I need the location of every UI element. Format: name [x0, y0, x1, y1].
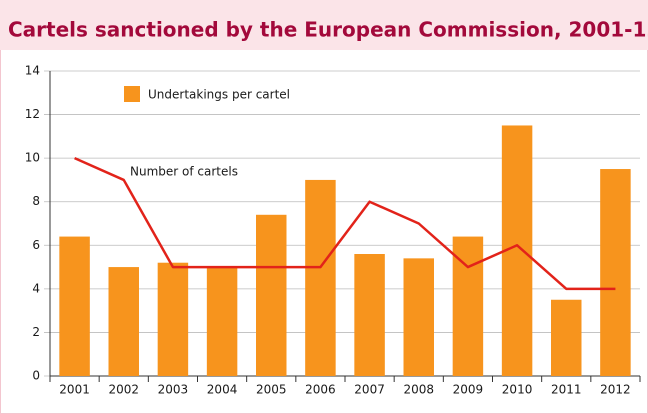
x-tick-label: 2005	[256, 383, 287, 397]
x-tick-label: 2006	[305, 383, 336, 397]
x-tick-label: 2009	[453, 383, 484, 397]
x-tick-label: 2002	[108, 383, 139, 397]
x-tick-label: 2008	[403, 383, 434, 397]
line-label: Number of cartels	[130, 165, 238, 179]
x-tick-label: 2011	[551, 383, 582, 397]
y-tick-label: 6	[32, 238, 40, 252]
legend-swatch	[124, 86, 140, 102]
legend-label: Undertakings per cartel	[148, 88, 290, 102]
bar	[354, 254, 385, 376]
x-tick-label: 2007	[354, 383, 385, 397]
bar	[305, 179, 336, 376]
bar	[600, 169, 631, 376]
bar	[206, 267, 238, 376]
y-tick-label: 10	[25, 151, 40, 165]
header	[0, 0, 648, 50]
y-tick-label: 4	[32, 281, 40, 295]
y-tick-label: 0	[32, 369, 40, 383]
line	[74, 157, 616, 291]
x-tick-label: 2001	[59, 383, 90, 397]
chart-title: Cartels sanctioned by the European Commi…	[8, 18, 648, 42]
y-tick-label: 8	[32, 194, 40, 208]
bar	[157, 262, 189, 376]
x-tick-label: 2010	[502, 383, 533, 397]
y-tick-label: 12	[25, 107, 40, 121]
bar	[59, 236, 90, 376]
bar	[551, 299, 582, 376]
bar	[108, 267, 139, 376]
bar	[403, 258, 434, 376]
x-tick-label: 2012	[600, 383, 631, 397]
y-tick-label: 2	[32, 325, 40, 339]
x-tick-label: 2004	[207, 383, 238, 397]
y-tick-label: 14	[25, 64, 40, 78]
bar	[256, 214, 287, 376]
x-tick-label: 2003	[158, 383, 189, 397]
bar	[452, 236, 484, 376]
